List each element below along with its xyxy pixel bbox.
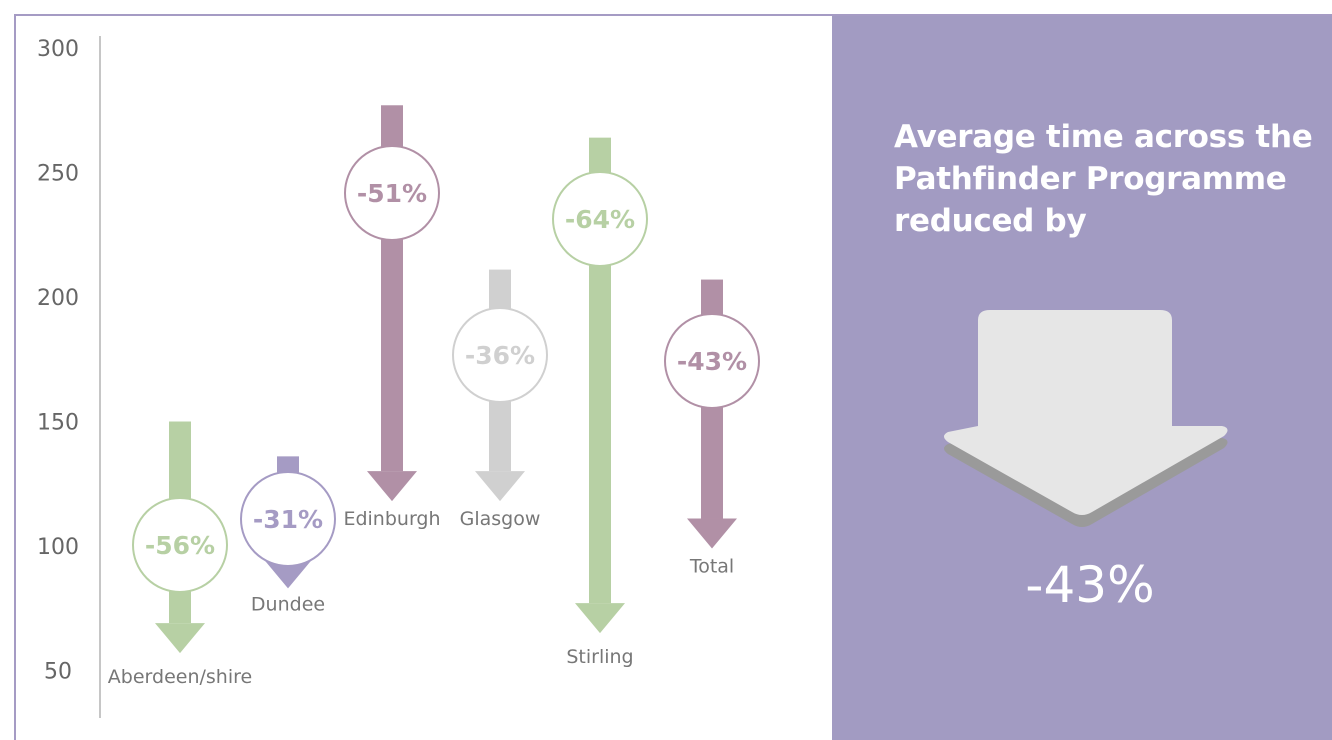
arrow-head [367, 471, 417, 502]
arrow-bar: -51% Edinburgh [343, 105, 441, 530]
arrow-head [263, 558, 313, 589]
category-label: Stirling [566, 646, 633, 668]
arrow-head [687, 518, 737, 549]
y-tick-label: 200 [37, 286, 79, 311]
change-label: -64% [565, 205, 635, 234]
change-circle [240, 471, 336, 567]
category-label: Dundee [251, 593, 325, 615]
summary-value: -43% [1025, 556, 1155, 614]
y-tick-label: 50 [44, 660, 72, 685]
change-label: -36% [465, 341, 535, 370]
down-arrow-icon [944, 310, 1228, 527]
category-label: Glasgow [460, 508, 541, 530]
change-circle [452, 307, 548, 403]
change-label: -43% [677, 347, 747, 376]
category-label: Edinburgh [343, 508, 440, 530]
summary-headline: Average time across the Pathfinder Progr… [894, 119, 1313, 239]
y-tick-label: 100 [37, 535, 79, 560]
change-label: -56% [145, 531, 215, 560]
y-tick-label: 250 [37, 162, 79, 187]
change-circle [552, 171, 648, 267]
chart-frame [14, 14, 1332, 740]
chart: 50 100 150 200 250 300 -56% Aberdeen/shire -31%… [37, 36, 760, 718]
arrow-bar: -36% Glasgow [452, 269, 548, 530]
change-circle [132, 497, 228, 593]
arrow-bar: -43% Total [664, 279, 760, 577]
summary-panel: Average time across the Pathfinder Progr… [832, 16, 1332, 740]
change-label: -31% [253, 505, 323, 534]
change-circle [664, 313, 760, 409]
arrow-bar: -56% Aberdeen/shire [108, 421, 252, 688]
arrow-bar: -64% Stirling [552, 137, 648, 668]
y-tick-label: 300 [37, 37, 79, 62]
category-label: Aberdeen/shire [108, 666, 252, 688]
change-circle [344, 145, 440, 241]
category-label: Total [689, 555, 734, 577]
y-tick-label: 150 [37, 411, 79, 436]
arrow-head [475, 471, 525, 502]
arrow-head [575, 603, 625, 634]
change-label: -51% [357, 179, 427, 208]
arrow-bar: -31% Dundee [240, 456, 336, 615]
arrow-head [155, 623, 205, 654]
